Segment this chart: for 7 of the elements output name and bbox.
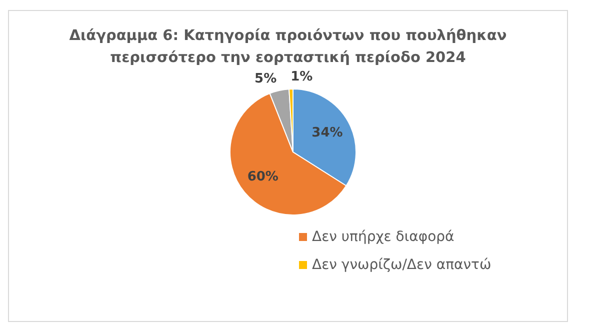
- chart-title: Διάγραμμα 6: Κατηγορία προιόντων που πουλήθηκαν περισσότερο την εορταστική περίοδο 2024: [68, 27, 508, 68]
- legend-label: Δεν γνωρίζω/Δεν απαντώ: [312, 257, 492, 273]
- legend-label: Δεν υπήρχε διαφορά: [312, 229, 454, 245]
- data-label: 34%: [312, 126, 343, 141]
- data-label: 5%: [254, 71, 277, 86]
- data-label: 1%: [290, 70, 313, 85]
- data-label: 60%: [247, 169, 278, 184]
